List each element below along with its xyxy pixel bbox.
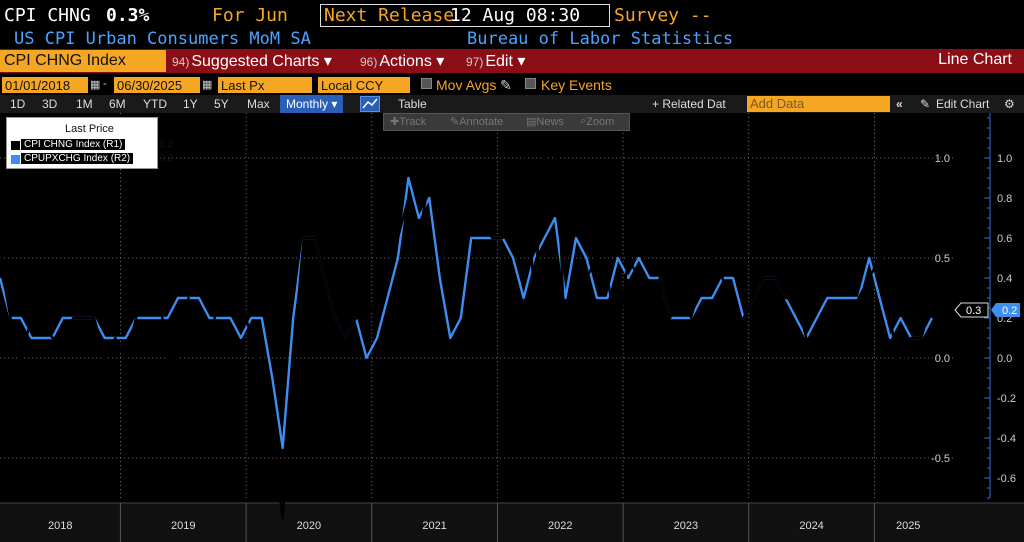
- x-axis-tick-label: 2022: [548, 520, 572, 532]
- start-date-input[interactable]: 01/01/2018: [2, 77, 88, 93]
- next-release-box[interactable]: [320, 4, 610, 27]
- edit-chart-button[interactable]: Edit Chart: [936, 97, 990, 111]
- legend-series-value: 0.2: [159, 153, 173, 164]
- series-line-cpi-chng: [0, 113, 934, 520]
- legend-swatch: [11, 155, 20, 164]
- series-lines: [0, 113, 934, 520]
- next-release-label: Next Release: [324, 5, 455, 26]
- collapse-icon[interactable]: «: [896, 97, 903, 111]
- key-events-label: Key Events: [541, 77, 612, 93]
- legend-series-value: 0.3: [159, 139, 173, 150]
- survey-label: Survey --: [614, 5, 712, 26]
- track-tool[interactable]: ✚ Track: [390, 116, 427, 128]
- period-5y[interactable]: 5Y: [214, 97, 229, 111]
- left-axis-tick-label: 1.0: [935, 153, 950, 165]
- marker-label: 0.2: [1002, 305, 1017, 317]
- x-axis-tick-label: 2023: [674, 520, 698, 532]
- right-axis-tick-label: 0.6: [997, 233, 1012, 245]
- marker-label: 0.3: [966, 305, 981, 317]
- x-axis: 2018 2019 2020 2021 2022 2023 2024 2025: [0, 502, 1024, 542]
- zoom-tool[interactable]: ⌕ Zoom: [580, 115, 615, 128]
- marker-shape: [991, 303, 1020, 317]
- chart-legend: Last Price CPI CHNG Index (R1) 0.3 CPUPX…: [6, 117, 173, 169]
- period-label: For Jun: [212, 5, 288, 26]
- x-axis-band: [0, 503, 1024, 542]
- news-tool[interactable]: ▤ News: [526, 116, 564, 128]
- last-value-marker-cpi: 0.3: [954, 302, 989, 318]
- chart-tools: ✚ Track ✎ Annotate ▤ News ⌕ Zoom: [383, 113, 630, 131]
- end-date-input[interactable]: 06/30/2025: [114, 77, 200, 93]
- table-button[interactable]: Table: [398, 97, 427, 111]
- annotate-tool[interactable]: ✎ Annotate: [450, 116, 504, 128]
- x-axis-tick-label: 2020: [297, 520, 321, 532]
- left-axis-tick-label: 0.0: [935, 353, 950, 365]
- marker-shape: [954, 302, 989, 318]
- title-bar: CPI CHNG 0.3% For Jun Next Release 12 Au…: [0, 0, 1024, 30]
- period-max[interactable]: Max: [247, 97, 270, 111]
- date-separator: -: [103, 78, 107, 90]
- data-source: Bureau of Labor Statistics: [467, 29, 734, 49]
- suggested-charts-menu[interactable]: 94) Suggested Charts ▾: [172, 53, 332, 70]
- last-value: 0.3%: [106, 5, 150, 26]
- options-bar: 01/01/2018 ▦ - 06/30/2025 ▦ Last Px Loca…: [0, 75, 1024, 95]
- calendar-icon[interactable]: ▦: [202, 79, 213, 91]
- x-axis-tick-label: 2025: [896, 520, 920, 532]
- field-select[interactable]: Last Px: [218, 77, 312, 93]
- mov-avgs-checkbox[interactable]: [421, 78, 432, 89]
- line-chart[interactable]: 1.0 0.5 0.0 -0.5 1.0 0.8 0.6 0.4 0.2 0.0 -0.2 -0.4…: [0, 113, 1024, 542]
- next-release-value: 12 Aug 08:30: [450, 5, 581, 26]
- related-data-button[interactable]: + Related Dat: [652, 97, 726, 111]
- left-axis-tick-label: 0.5: [935, 253, 950, 265]
- chart-type-label[interactable]: Line Chart: [938, 51, 1012, 68]
- x-axis-tick-label: 2021: [422, 520, 446, 532]
- x-axis-tick-label: 2018: [48, 520, 72, 532]
- main-toolbar: CPI CHNG Index 94) Suggested Charts ▾ 96)…: [0, 49, 1024, 73]
- pencil-icon[interactable]: ✎: [500, 77, 512, 93]
- left-axis: 1.0 0.5 0.0 -0.5: [931, 153, 950, 465]
- mov-avgs-label: Mov Avgs: [436, 77, 497, 93]
- right-axis-tick-label: -0.2: [997, 393, 1016, 405]
- right-axis-tick-label: -0.6: [997, 473, 1016, 485]
- right-axis-tick-label: -0.4: [997, 433, 1016, 445]
- right-axis-tick-label: 0.0: [997, 353, 1012, 365]
- right-axis-tick-label: 0.8: [997, 193, 1012, 205]
- security-description: US CPI Urban Consumers MoM SA: [14, 29, 311, 49]
- calendar-icon[interactable]: ▦: [90, 79, 101, 91]
- x-axis-tick-label: 2019: [171, 520, 195, 532]
- period-ytd[interactable]: YTD: [143, 97, 167, 111]
- left-axis-tick-label: -0.5: [931, 453, 950, 465]
- legend-title: Last Price: [65, 123, 114, 135]
- legend-series-name: CPI CHNG Index (R1): [21, 139, 126, 150]
- currency-select[interactable]: Local CCY: [318, 77, 410, 93]
- right-axis-tick-label: 0.4: [997, 273, 1012, 285]
- security-field[interactable]: CPI CHNG Index: [0, 50, 166, 72]
- edit-menu[interactable]: 97) Edit ▾: [466, 53, 526, 70]
- ticker-label: CPI CHNG: [4, 5, 91, 26]
- actions-menu[interactable]: 96) Actions ▾: [360, 53, 445, 70]
- x-axis-tick-label: 2024: [799, 520, 823, 532]
- period-1y[interactable]: 1Y: [183, 97, 198, 111]
- chart-style-icon[interactable]: [360, 96, 380, 112]
- add-data-input[interactable]: Add Data: [747, 96, 890, 112]
- last-value-marker-cpupx: 0.2: [991, 303, 1020, 317]
- period-1m[interactable]: 1M: [76, 97, 93, 111]
- frequency-select[interactable]: Monthly ▾: [280, 95, 344, 113]
- gear-icon[interactable]: ⚙: [1004, 97, 1015, 111]
- pencil-icon[interactable]: ✎: [920, 97, 931, 111]
- period-6m[interactable]: 6M: [109, 97, 126, 111]
- description-bar: US CPI Urban Consumers MoM SA Bureau of …: [0, 28, 1024, 50]
- right-axis-tick-label: 1.0: [997, 153, 1012, 165]
- period-1d[interactable]: 1D: [10, 97, 26, 111]
- period-bar: 1D 3D 1M 6M YTD 1Y 5Y Max Monthly ▾ Tabl…: [0, 95, 1024, 113]
- period-3d[interactable]: 3D: [42, 97, 58, 111]
- legend-swatch: [11, 141, 20, 150]
- key-events-checkbox[interactable]: [525, 78, 536, 89]
- last-value-markers: 0.3 0.2: [954, 302, 1020, 318]
- legend-series-name: CPUPXCHG Index (R2): [21, 153, 134, 164]
